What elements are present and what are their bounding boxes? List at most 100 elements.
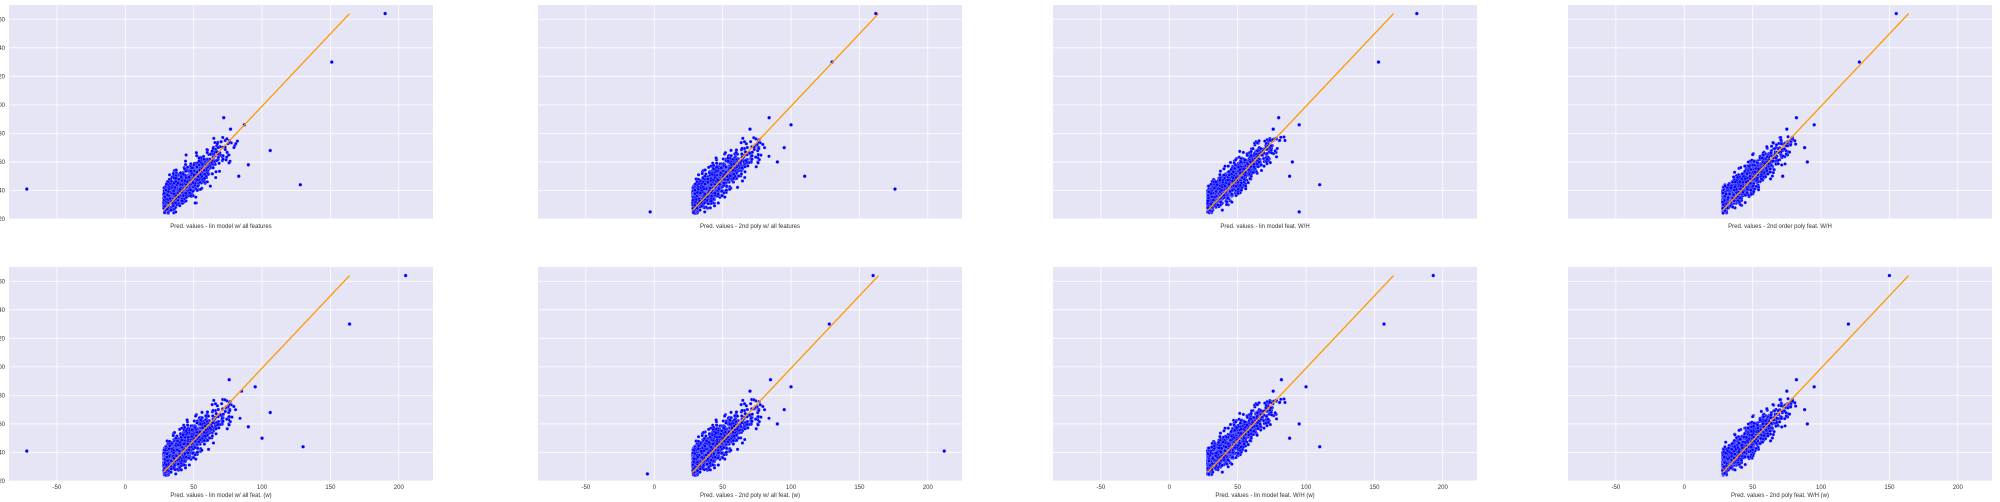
data-point xyxy=(757,146,761,151)
data-point xyxy=(1219,188,1224,192)
data-point xyxy=(767,154,771,158)
data-point xyxy=(701,176,705,180)
plot-area xyxy=(9,5,433,219)
data-point xyxy=(1274,155,1279,159)
data-point xyxy=(181,172,185,176)
data-point xyxy=(1240,175,1244,180)
data-point xyxy=(226,153,231,157)
data-point xyxy=(1228,160,1233,165)
data-point xyxy=(225,137,229,141)
outlier-point xyxy=(775,159,780,164)
data-point xyxy=(1243,184,1248,188)
data-point xyxy=(731,176,736,181)
data-point xyxy=(179,175,183,179)
data-point xyxy=(183,162,188,167)
outlier-point xyxy=(1297,209,1302,214)
data-point xyxy=(1231,170,1236,174)
data-point xyxy=(190,166,194,170)
data-point xyxy=(731,157,735,161)
data-point xyxy=(718,171,723,175)
outlier-point xyxy=(228,127,233,132)
data-point xyxy=(1793,142,1798,146)
outlier-point xyxy=(789,122,793,127)
data-point xyxy=(724,165,728,169)
data-point xyxy=(208,152,213,157)
data-point xyxy=(1265,157,1269,161)
data-point xyxy=(740,179,745,183)
data-point xyxy=(1225,178,1230,182)
data-point xyxy=(695,190,700,195)
data-point xyxy=(1249,153,1254,158)
data-point xyxy=(1246,180,1250,185)
data-point xyxy=(1234,184,1238,188)
outlier-point xyxy=(1290,159,1295,164)
data-point xyxy=(728,173,732,178)
data-point xyxy=(181,193,185,198)
data-point xyxy=(168,196,172,201)
data-point xyxy=(1780,163,1784,167)
data-point xyxy=(714,156,718,160)
data-point xyxy=(1227,173,1232,177)
outlier-point xyxy=(1276,115,1281,120)
data-point xyxy=(171,171,175,176)
data-point xyxy=(1230,192,1234,196)
data-point xyxy=(193,201,197,205)
y-tick-label: 20 xyxy=(0,217,6,223)
data-point xyxy=(188,188,193,192)
data-point xyxy=(720,189,724,193)
data-point xyxy=(717,187,721,191)
data-point xyxy=(221,157,225,161)
data-point xyxy=(205,150,209,155)
data-point xyxy=(172,188,176,193)
data-point xyxy=(1222,176,1227,181)
data-point xyxy=(194,150,199,155)
data-point xyxy=(1206,199,1210,203)
data-point xyxy=(197,156,201,160)
data-point xyxy=(720,193,724,198)
outlier-point xyxy=(236,174,241,179)
data-point xyxy=(744,142,749,146)
data-point xyxy=(215,142,220,146)
data-point xyxy=(1237,149,1242,154)
data-point xyxy=(1222,173,1226,177)
data-point xyxy=(743,175,747,180)
data-point xyxy=(754,165,758,169)
data-point xyxy=(183,159,188,163)
data-point xyxy=(221,135,225,140)
outlier-point xyxy=(648,209,653,214)
data-point xyxy=(722,181,726,185)
data-point xyxy=(205,180,210,184)
data-point xyxy=(174,179,178,184)
data-point xyxy=(1224,202,1229,207)
y-tick-label: 160 xyxy=(0,17,6,23)
data-point xyxy=(184,153,188,157)
data-point xyxy=(1233,162,1237,167)
data-point xyxy=(198,172,203,177)
data-point xyxy=(214,158,219,163)
data-point xyxy=(1269,151,1274,155)
data-point xyxy=(221,154,225,158)
data-point xyxy=(198,187,203,192)
data-point xyxy=(710,172,714,176)
outlier-point xyxy=(383,11,388,16)
data-point xyxy=(162,210,167,215)
data-point xyxy=(1236,187,1240,191)
data-point xyxy=(1216,203,1220,207)
data-point xyxy=(754,155,758,159)
data-point xyxy=(723,150,728,155)
outlier-point xyxy=(782,145,787,150)
data-point xyxy=(1246,162,1250,166)
data-point xyxy=(739,140,743,145)
data-point xyxy=(217,169,222,173)
data-point xyxy=(1258,146,1263,151)
data-point xyxy=(1245,153,1250,158)
data-point xyxy=(716,201,721,205)
data-point xyxy=(743,165,747,169)
data-point xyxy=(1282,135,1286,139)
data-point xyxy=(726,159,730,163)
outlier-point xyxy=(221,115,226,120)
data-point xyxy=(716,192,720,196)
data-point xyxy=(750,154,754,158)
data-point xyxy=(214,175,218,180)
